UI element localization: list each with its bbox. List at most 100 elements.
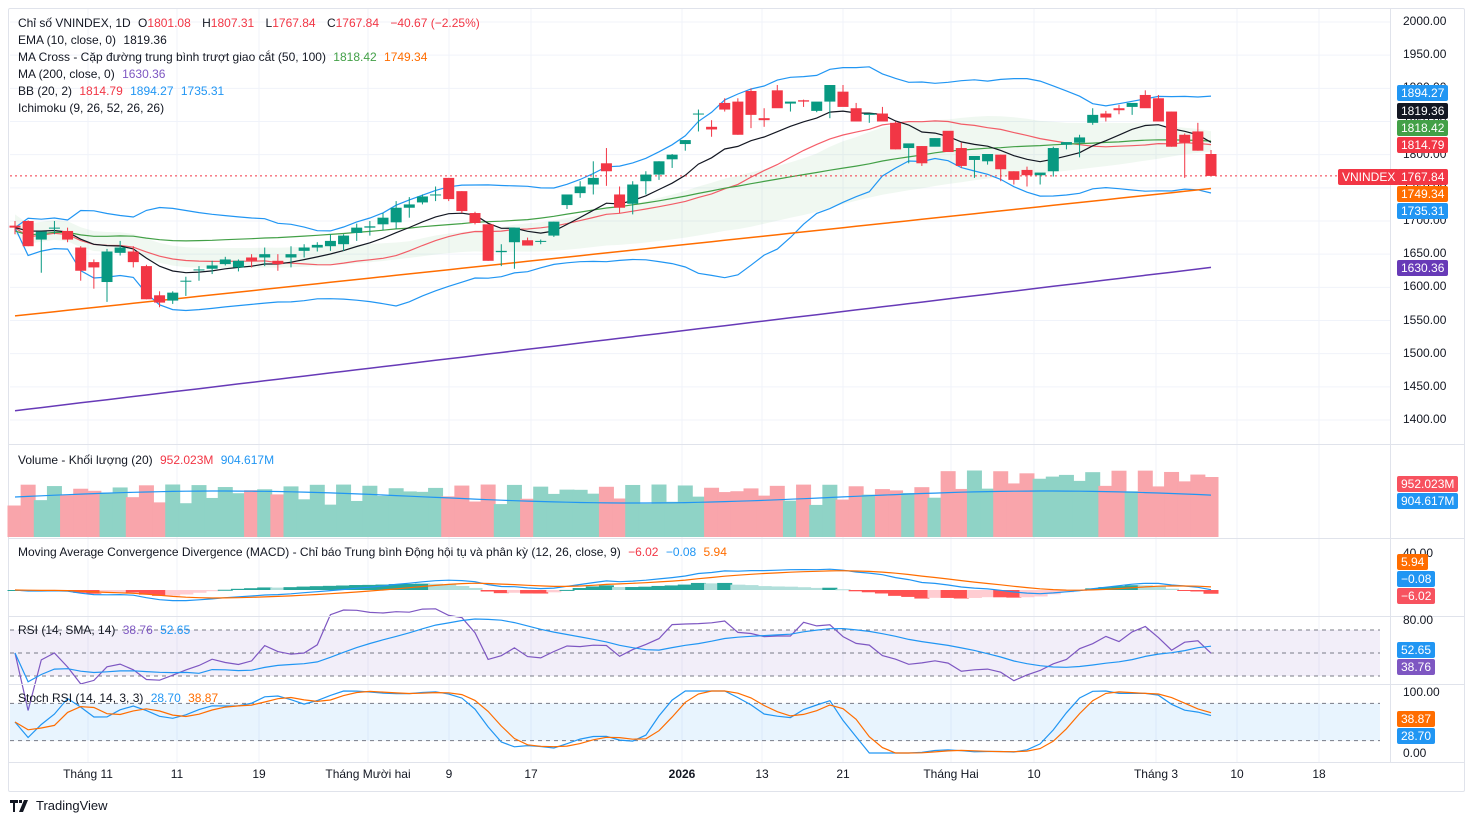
candle-body <box>535 240 547 242</box>
macd-histogram-bar <box>428 583 444 590</box>
time-axis-tick: 21 <box>836 767 850 781</box>
volume-bar <box>414 491 430 537</box>
pane-separator-volume[interactable] <box>9 444 1464 445</box>
brand-name: TradingView <box>36 798 108 813</box>
volume-bar <box>73 488 89 537</box>
candle-body <box>364 226 376 228</box>
volume-bar <box>178 503 194 537</box>
rsi-ma-value: 52.65 <box>160 623 191 637</box>
price-axis-tick: 1450.00 <box>1403 378 1447 393</box>
price-label-macd: −0.08 <box>1397 571 1436 587</box>
candle-body <box>745 90 757 115</box>
volume-bar <box>336 484 352 537</box>
volume-bar <box>940 471 956 537</box>
pane-separator-rsi[interactable] <box>9 616 1464 617</box>
bb-label: BB (20, 2) <box>18 84 73 98</box>
candle-body <box>272 260 284 265</box>
legend-ema[interactable]: EMA (10, close, 0) 1819.36 <box>18 32 171 49</box>
legend-ichimoku[interactable]: Ichimoku (9, 26, 52, 26, 26) <box>18 100 168 117</box>
volume-bar <box>638 503 654 537</box>
price-axis-tick: 2000.00 <box>1403 14 1447 28</box>
candle-body <box>167 292 179 301</box>
macd-histogram-bar <box>454 586 470 590</box>
macd-histogram-bar <box>769 586 785 590</box>
volume-bar <box>230 493 246 537</box>
volume-bar <box>480 484 496 537</box>
macd-histogram-bar <box>257 587 273 590</box>
legend-ma-cross[interactable]: MA Cross - Cặp đường trung bình trượt gi… <box>18 49 431 66</box>
legend-stoch[interactable]: Stoch RSI (14, 14, 3, 3) 28.70 38.87 <box>18 690 222 707</box>
volume-bar <box>454 485 470 537</box>
tradingview-footer[interactable]: TradingView <box>10 798 108 813</box>
macd-histogram-bar <box>585 586 601 590</box>
high-value: 1807.31 <box>210 16 255 30</box>
volume-bar <box>138 485 154 537</box>
macd-histogram-bar <box>625 587 641 590</box>
legend-volume[interactable]: Volume - Khối lượng (20) 952.023M 904.61… <box>18 452 278 469</box>
price-label-stoch-k: 28.70 <box>1397 728 1436 744</box>
volume-bar <box>1150 486 1166 537</box>
candle-body <box>679 140 691 145</box>
macd-histogram-bar <box>874 590 890 594</box>
candle-body <box>811 101 823 111</box>
volume-bar <box>559 489 575 537</box>
candle-body <box>1100 113 1112 118</box>
volume-bar <box>809 504 825 537</box>
candle-body <box>508 227 520 243</box>
volume-bar <box>901 492 917 537</box>
macd-hist-value: −6.02 <box>628 545 659 559</box>
volume-bar <box>1006 483 1022 537</box>
ma-slow-value: 1749.34 <box>384 50 428 64</box>
legend-rsi[interactable]: RSI (14, SMA, 14) 38.76 52.65 <box>18 622 194 639</box>
pane-separator-macd[interactable] <box>9 538 1464 539</box>
volume-bar <box>546 493 562 537</box>
candle-body <box>1152 98 1164 122</box>
price-label-bb-basis: 1814.79 <box>1397 137 1449 153</box>
pane-separator-stoch[interactable] <box>9 684 1464 685</box>
macd-histogram-bar <box>152 590 168 596</box>
candle-body <box>22 221 34 247</box>
price-axis-tick: 1950.00 <box>1403 47 1447 62</box>
candle-body <box>837 91 849 107</box>
low-label: L <box>265 16 273 30</box>
candle-body <box>1087 114 1099 123</box>
rsi-label: RSI (14, SMA, 14) <box>18 623 116 637</box>
candle-body <box>62 230 74 240</box>
ma200-line <box>14 266 1212 412</box>
volume-bar <box>7 505 23 537</box>
macd-histogram-bar <box>914 590 930 599</box>
candle-body <box>929 138 941 147</box>
time-axis-tick: Tháng Hai <box>923 767 979 781</box>
legend-bb[interactable]: BB (20, 2) 1814.79 1894.27 1735.31 <box>18 83 228 100</box>
volume-ma-line <box>14 490 1212 504</box>
legend-ma200[interactable]: MA (200, close, 0) 1630.36 <box>18 66 169 83</box>
legend-symbol[interactable]: Chỉ số VNINDEX, 1D O1801.08 H1807.31 L17… <box>18 15 484 32</box>
macd-histogram-bar <box>270 587 286 590</box>
volume-bar <box>375 495 391 537</box>
candle-body <box>522 240 534 246</box>
volume-bar <box>822 484 838 537</box>
macd-histogram-bar <box>520 590 536 594</box>
stoch-axis-tick-bottom: 0.00 <box>1403 746 1427 760</box>
macd-histogram-bar <box>1203 590 1219 594</box>
macd-histogram-bar <box>651 585 667 590</box>
bb-lower-line <box>14 157 1212 312</box>
macd-histogram-bar <box>835 589 851 591</box>
volume-bar <box>1164 471 1180 537</box>
macd-histogram-bar <box>1006 590 1022 598</box>
candle-body <box>968 155 980 160</box>
time-axis-separator <box>9 762 1464 763</box>
candle-body <box>614 194 626 208</box>
volume-bar <box>993 471 1009 537</box>
volume-bar <box>1137 470 1153 537</box>
legend-macd[interactable]: Moving Average Convergence Divergence (M… <box>18 544 731 561</box>
volume-bar <box>1019 473 1035 537</box>
ma-fast-line <box>14 139 1212 242</box>
price-label-ema: 1819.36 <box>1397 103 1449 119</box>
bb-basis-value: 1814.79 <box>79 84 123 98</box>
macd-histogram-bar <box>125 590 141 593</box>
macd-histogram-bar <box>822 587 838 590</box>
macd-histogram-bar <box>809 587 825 590</box>
candle-body <box>390 207 402 223</box>
